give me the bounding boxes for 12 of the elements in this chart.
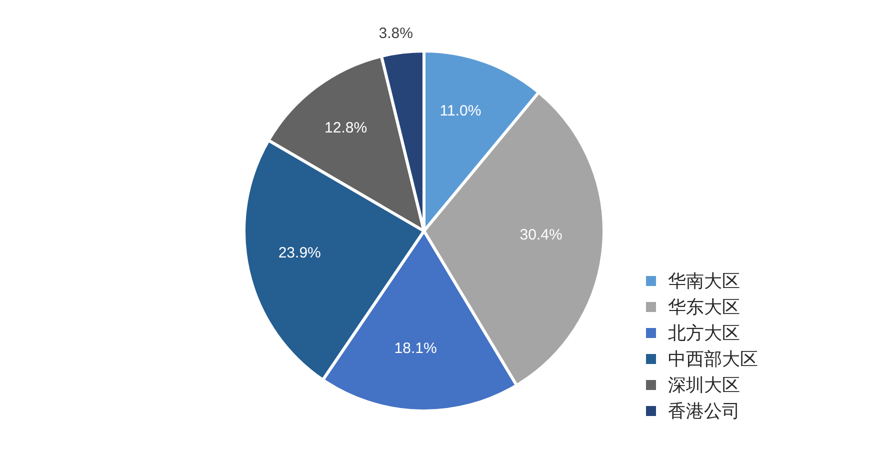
legend-label: 北方大区: [668, 322, 740, 345]
data-label: 18.1%: [394, 340, 437, 357]
data-label: 3.8%: [378, 24, 413, 42]
data-label: 30.4%: [520, 226, 562, 244]
data-label: 11.0%: [440, 102, 482, 120]
legend-label: 深圳大区: [668, 374, 740, 397]
legend-label: 中西部大区: [668, 348, 758, 371]
legend-label: 香港公司: [668, 400, 740, 423]
legend-label: 华南大区: [668, 270, 740, 293]
legend-label: 华东大区: [668, 296, 740, 319]
data-label: 12.8%: [324, 119, 368, 136]
data-label: 23.9%: [278, 244, 321, 262]
